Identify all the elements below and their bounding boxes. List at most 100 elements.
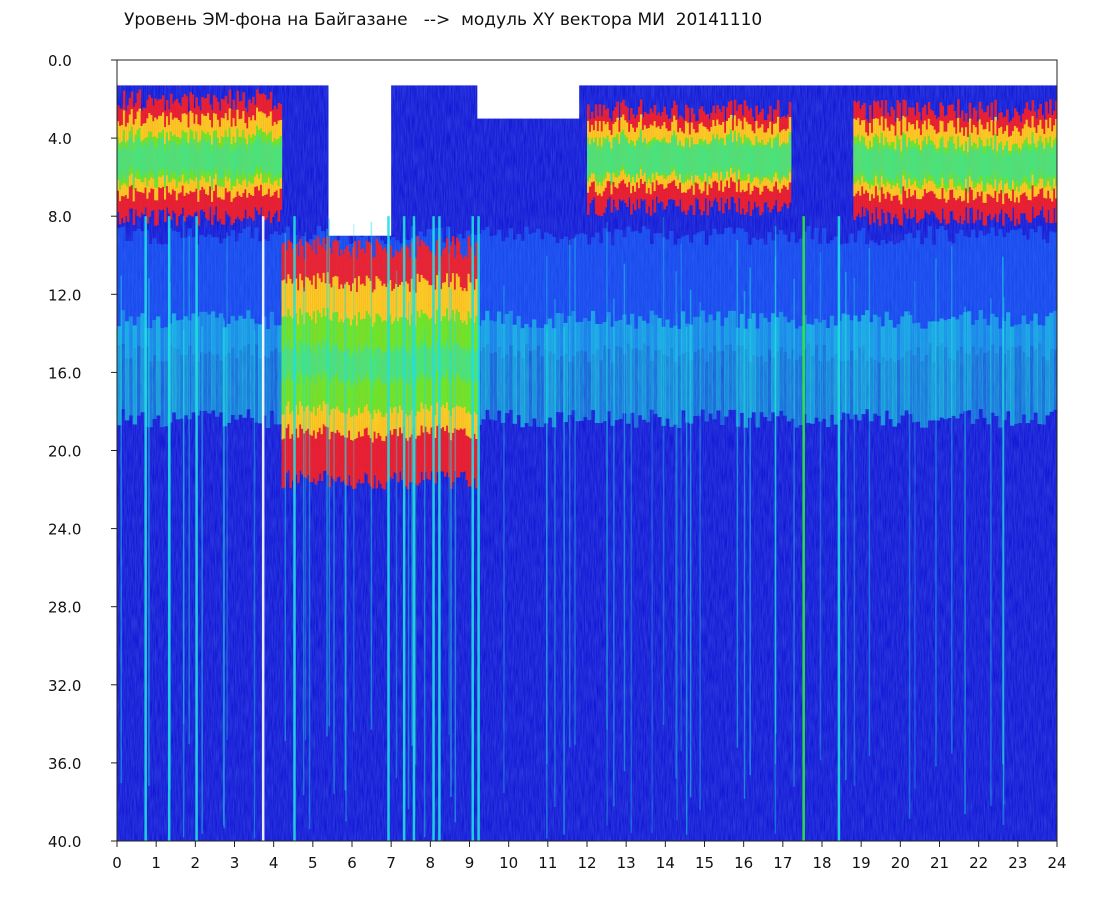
activity-cell-cyan	[925, 148, 929, 180]
activity-cell-cyan	[117, 142, 120, 175]
band-cell	[743, 231, 749, 350]
activity-cell-green	[1053, 139, 1056, 179]
activity-cell-green	[430, 318, 433, 406]
activity-cell-green	[945, 147, 948, 192]
band-cell	[731, 233, 737, 352]
band-cell	[152, 238, 157, 356]
activity-cell-cyan	[594, 143, 598, 175]
band-cell	[1021, 235, 1027, 353]
activity-cell-cyan	[588, 145, 592, 177]
activity-cell-cyan	[1055, 146, 1057, 178]
activity-cell-green	[637, 137, 641, 178]
activity-cell-green	[986, 138, 990, 183]
activity-cell-cyan	[126, 147, 130, 180]
vertical-streak	[1003, 296, 1005, 805]
activity-cell-cyan	[880, 138, 884, 171]
activity-cell-green	[1011, 144, 1015, 181]
x-tick-label: 5	[308, 854, 318, 872]
band-cell	[117, 326, 122, 426]
activity-cell-green	[140, 141, 144, 183]
band-cell	[481, 320, 486, 420]
activity-cell-green	[908, 137, 911, 179]
activity-cell-cyan	[994, 141, 997, 173]
band-cell	[814, 318, 819, 418]
band-cell	[869, 322, 874, 422]
band-cell	[833, 236, 839, 354]
activity-cell-green	[767, 142, 770, 180]
band-cell	[199, 234, 204, 353]
band-cell	[250, 318, 255, 418]
activity-cell-green	[353, 315, 357, 415]
band-cell	[853, 315, 858, 415]
activity-cell-cyan	[916, 147, 919, 179]
activity-cell-green	[935, 148, 939, 189]
activity-cell-cyan	[1053, 143, 1056, 175]
activity-cell-cyan	[645, 147, 649, 180]
band-cell	[708, 235, 713, 353]
activity-cell-cyan	[990, 145, 993, 177]
x-tick-label: 24	[1047, 854, 1066, 872]
activity-cell-cyan	[1008, 154, 1011, 186]
band-cell	[963, 236, 968, 354]
vertical-streak	[563, 326, 565, 835]
y-tick-label: 12.0	[48, 286, 81, 304]
activity-cell-green	[757, 142, 760, 179]
activity-cell-green	[786, 142, 790, 181]
activity-cell-cyan	[600, 150, 604, 182]
vertical-streak	[630, 325, 633, 833]
band-cell	[504, 314, 510, 414]
band-cell	[626, 324, 631, 424]
activity-cell-cyan	[775, 139, 778, 171]
activity-cell-green	[120, 141, 124, 186]
activity-cell-green	[312, 311, 316, 407]
activity-cell-green	[959, 147, 962, 187]
band-cell	[175, 320, 181, 420]
band-cell	[246, 310, 251, 410]
activity-cell-cyan	[671, 138, 674, 170]
activity-cell-cyan	[741, 146, 745, 178]
x-tick-label: 9	[465, 854, 475, 872]
activity-cell-cyan	[371, 357, 375, 389]
activity-cell-cyan	[469, 350, 473, 382]
activity-cell-green	[859, 141, 862, 185]
activity-cell-green	[1006, 140, 1009, 183]
activity-cell-green	[224, 130, 228, 177]
activity-cell-green	[451, 309, 455, 409]
band-cell	[1006, 312, 1011, 412]
activity-cell-cyan	[677, 147, 680, 179]
band-cell	[974, 320, 980, 420]
activity-cell-cyan	[283, 349, 287, 381]
activity-cell-green	[379, 316, 382, 413]
activity-cell-cyan	[624, 138, 627, 170]
activity-cell-green	[957, 136, 960, 186]
band-cell	[963, 312, 968, 412]
activity-cell-green	[914, 143, 917, 181]
band-cell	[645, 229, 651, 347]
activity-cell-cyan	[735, 145, 739, 178]
activity-cell-cyan	[716, 137, 719, 170]
vertical-streak	[345, 313, 347, 822]
band-cell	[1041, 325, 1046, 425]
activity-cell-green	[726, 134, 729, 172]
activity-cell-green	[673, 130, 676, 171]
band-cell	[657, 232, 662, 351]
activity-cell-green	[122, 130, 126, 184]
activity-cell-cyan	[855, 143, 858, 176]
vertical-streak	[908, 311, 911, 820]
activity-cell-green	[765, 144, 768, 178]
activity-cell-green	[156, 138, 159, 188]
activity-cell-cyan	[757, 144, 760, 176]
band-cell	[1013, 324, 1019, 424]
activity-cell-green	[870, 146, 874, 185]
activity-cell-cyan	[608, 141, 612, 174]
activity-cell-green	[590, 138, 594, 174]
vertical-streak	[326, 228, 328, 737]
band-cell	[708, 314, 713, 414]
activity-cell-green	[340, 319, 343, 413]
activity-cell-green	[902, 132, 905, 176]
activity-cell-cyan	[212, 139, 216, 171]
activity-cell-cyan	[240, 145, 243, 177]
activity-cell-green	[855, 136, 858, 183]
activity-cell-cyan	[418, 349, 422, 381]
activity-cell-cyan	[222, 146, 226, 178]
